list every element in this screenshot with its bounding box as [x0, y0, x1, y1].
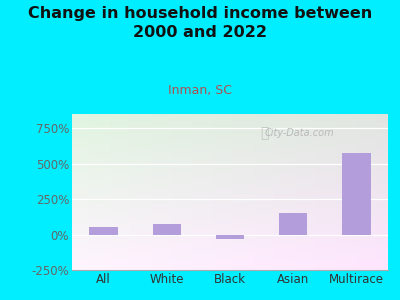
Bar [342, 153, 371, 235]
Text: City-Data.com: City-Data.com [265, 128, 334, 138]
Bar [279, 213, 308, 235]
Text: ⓘ: ⓘ [260, 126, 269, 140]
Text: Change in household income between
2000 and 2022: Change in household income between 2000 … [28, 6, 372, 40]
Text: Inman, SC: Inman, SC [168, 84, 232, 97]
Bar [89, 227, 118, 235]
Bar [216, 235, 244, 239]
Bar [152, 224, 181, 235]
